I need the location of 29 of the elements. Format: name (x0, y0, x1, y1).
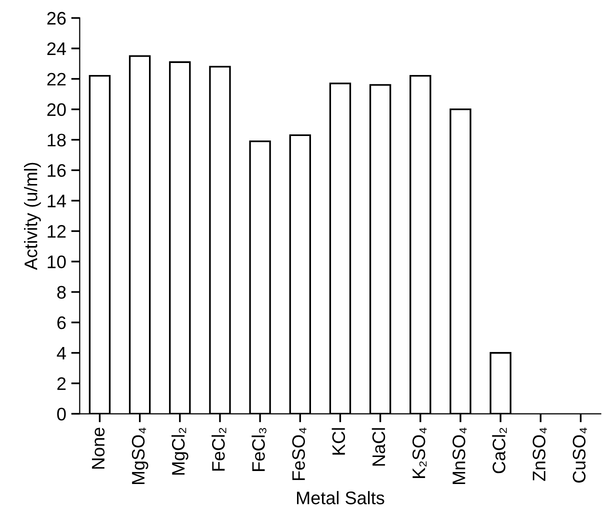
y-tick-label: 0 (57, 408, 66, 420)
y-tick-label: 8 (57, 286, 66, 299)
y-tick-label: 20 (47, 103, 66, 116)
y-tick-label: 22 (47, 72, 66, 86)
y-tick-label: 14 (48, 194, 66, 208)
y-tick-label: 26 (47, 12, 66, 25)
x-tick-label: MgCl₂ (171, 428, 188, 475)
x-axis-title: Metal Salts (297, 491, 384, 504)
y-tick-label: 4 (56, 347, 66, 360)
x-tick-label: FeCl₂ (212, 428, 226, 471)
x-tick-label: MnSO₄ (452, 428, 467, 484)
x-tick-label: KCl (332, 428, 346, 455)
x-tick-label: FeCl₃ (252, 428, 266, 471)
x-tick-label: None (92, 428, 105, 469)
y-tick-label: 18 (48, 134, 66, 146)
x-tick-label: FeSO₄ (292, 428, 306, 480)
x-tick-label: K₂SO₄ (412, 428, 427, 478)
y-tick-label: 2 (57, 377, 66, 390)
x-tick-label: MgSO₄ (132, 428, 148, 484)
y-tick-label: 24 (47, 42, 66, 55)
y-tick-label: 12 (48, 225, 66, 238)
y-axis-title: Activity (u/ml) (24, 162, 41, 270)
x-tick-label: NaCl (372, 428, 386, 466)
x-tick-label: CaCl₂ (492, 428, 507, 474)
y-tick-label: 6 (57, 316, 66, 330)
y-tick-label: 10 (48, 255, 66, 268)
x-tick-label: ZnSO₄ (532, 428, 547, 481)
y-tick-label: 16 (48, 164, 66, 177)
x-tick-label: CuSO₄ (572, 428, 587, 483)
